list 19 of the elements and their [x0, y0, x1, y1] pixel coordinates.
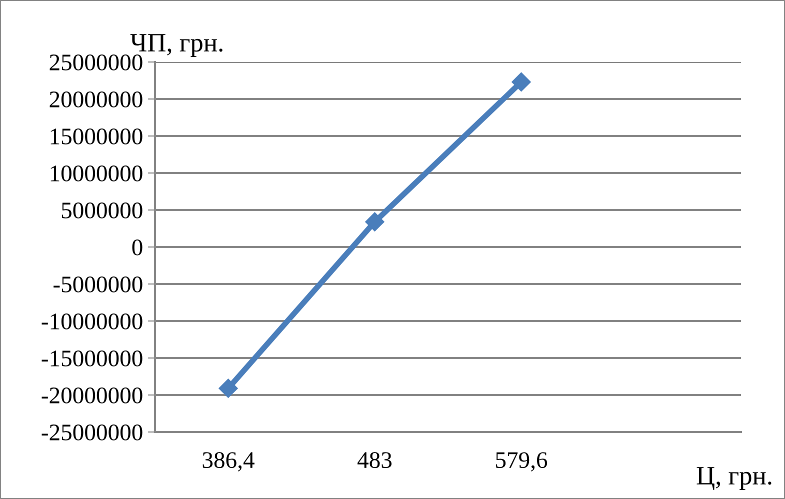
point	[218, 378, 238, 398]
y-tick-label: 0	[132, 239, 142, 256]
x-tick-label: 579,6	[496, 452, 548, 472]
point	[365, 212, 384, 232]
y-tick-label: 15000000	[50, 128, 142, 144]
y-tick-label: -25000000	[42, 424, 142, 440]
y-tick-label: 10000000	[50, 165, 142, 182]
x-tick-label: 483	[358, 452, 392, 468]
y-tick-label: -15000000	[42, 350, 142, 366]
y-tick-label: -10000000	[42, 313, 142, 330]
y-tick-label: 25000000	[50, 54, 142, 70]
y-axis-title: ЧП, грн.	[130, 34, 222, 57]
y-tick-label: -5000000	[54, 276, 142, 292]
y-tick-label: -20000000	[42, 387, 142, 404]
y-tick-label: 5000000	[62, 202, 142, 218]
x-tick-label: 386,4	[202, 452, 254, 472]
x-axis-title: Ц, грн.	[696, 467, 772, 490]
y-tick-label: 20000000	[50, 91, 142, 108]
point	[512, 72, 531, 92]
